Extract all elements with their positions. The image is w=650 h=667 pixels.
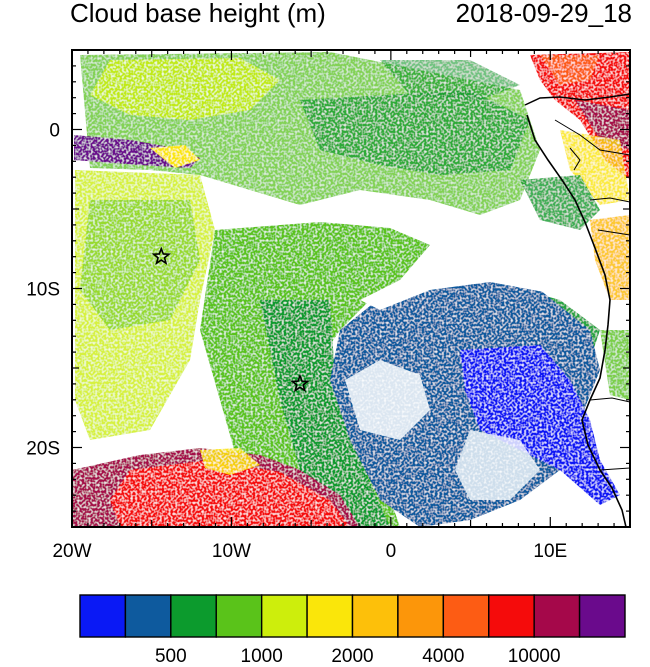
colorbar-swatch — [260, 594, 308, 638]
colorbar-swatch — [215, 594, 263, 638]
y-tick-label: 20S — [26, 439, 60, 460]
colorbar-swatch — [306, 594, 354, 638]
colorbar-swatch — [578, 594, 626, 638]
title-left: Cloud base height (m) — [70, 0, 326, 28]
site-markers — [151, 246, 310, 393]
star-marker — [151, 246, 172, 265]
colorbar-label: 1000 — [241, 646, 283, 667]
star-marker — [290, 373, 310, 393]
y-tick-label: 10S — [26, 280, 60, 301]
colorbar-swatch — [533, 594, 581, 638]
x-tick-label: 20W — [52, 541, 91, 562]
cloud-field — [72, 50, 630, 527]
colorbar-swatch — [351, 594, 399, 638]
x-tick-label: 10W — [212, 541, 251, 562]
colorbar-swatch — [170, 594, 217, 638]
x-tick-label: 0 — [386, 541, 397, 562]
colorbar-swatch — [79, 594, 127, 638]
colorbar-swatch — [397, 594, 445, 638]
colorbar-label: 4000 — [422, 646, 464, 667]
axis-ticks — [71, 49, 631, 528]
colorbar-swatch — [442, 594, 490, 638]
title-right: 2018-09-29_18 — [456, 0, 632, 28]
colorbar-label: 500 — [155, 646, 187, 667]
colorbar — [79, 594, 626, 638]
y-tick-label: 0 — [49, 121, 60, 142]
x-tick-label: 10E — [533, 541, 567, 562]
axis-tick-labels: 20W 10W 0 10E 0 10S 20S — [26, 121, 567, 563]
colorbar-label: 10000 — [508, 646, 561, 667]
colorbar-labels: 500 1000 2000 4000 10000 — [155, 646, 561, 667]
colorbar-label: 2000 — [331, 646, 373, 667]
colorbar-swatch — [124, 594, 172, 638]
colorbar-swatch — [488, 594, 535, 638]
